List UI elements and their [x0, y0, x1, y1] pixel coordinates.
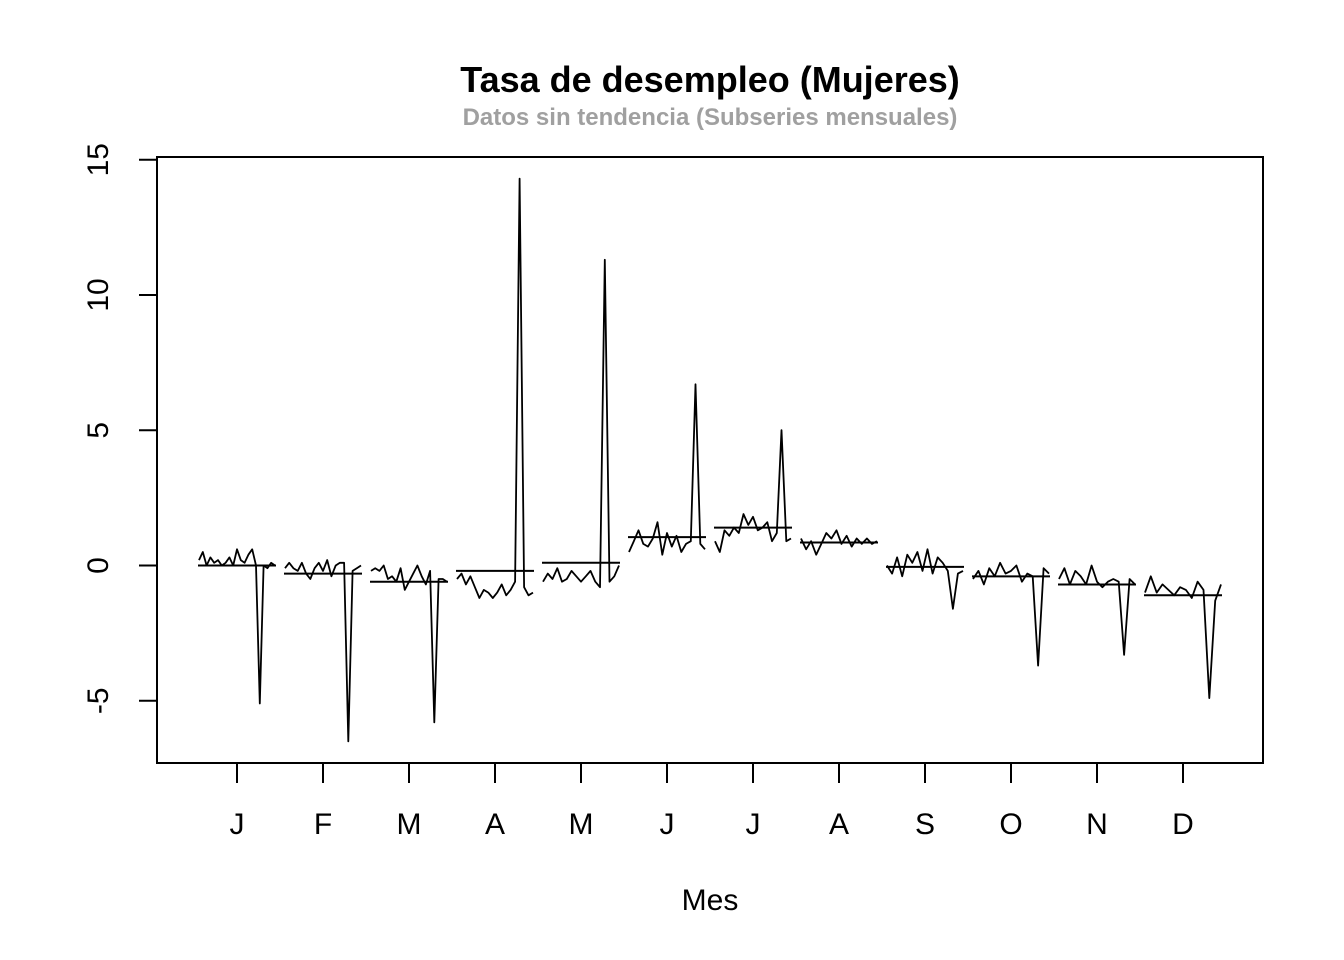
x-tick-label: A [485, 808, 505, 841]
subseries-line-6 [628, 383, 706, 556]
plot-frame [156, 156, 1264, 764]
y-tick-label: 15 [82, 143, 115, 176]
subseries-line-10 [972, 561, 1050, 667]
x-tick-label: J [660, 808, 675, 841]
x-tick-label: N [1086, 808, 1108, 841]
x-tick-label: J [230, 808, 245, 841]
subseries-line-2 [284, 559, 362, 743]
x-tick-label: D [1172, 808, 1194, 841]
subseries-line-4 [456, 177, 534, 599]
y-tick-label: 10 [82, 278, 115, 311]
subseries-line-3 [370, 564, 448, 724]
chart-subtitle: Datos sin tendencia (Subseries mensuales… [463, 104, 958, 131]
subseries-line-7 [714, 429, 792, 553]
x-tick-label: F [314, 808, 332, 841]
chart-title: Tasa de desempleo (Mujeres) [460, 59, 960, 100]
subseries-line-11 [1058, 564, 1136, 656]
y-axis: -5 0 5 10 15 [82, 143, 157, 714]
y-tick-label: 5 [82, 422, 115, 439]
x-tick-label: O [999, 808, 1022, 841]
y-tick-label: -5 [82, 687, 115, 714]
subseries-line-5 [542, 258, 620, 589]
subseries-line-12 [1144, 575, 1222, 699]
subseries-line-1 [198, 548, 276, 705]
subseries-group [198, 177, 1222, 743]
x-tick-label: A [829, 808, 849, 841]
x-tick-label: S [915, 808, 935, 841]
x-tick-label: M [397, 808, 422, 841]
x-axis-label: Mes [682, 884, 739, 917]
x-tick-label: M [569, 808, 594, 841]
y-tick-label: 0 [82, 557, 115, 574]
subseries-line-8 [800, 529, 878, 556]
x-tick-label: J [746, 808, 761, 841]
subseries-line-9 [886, 548, 964, 610]
